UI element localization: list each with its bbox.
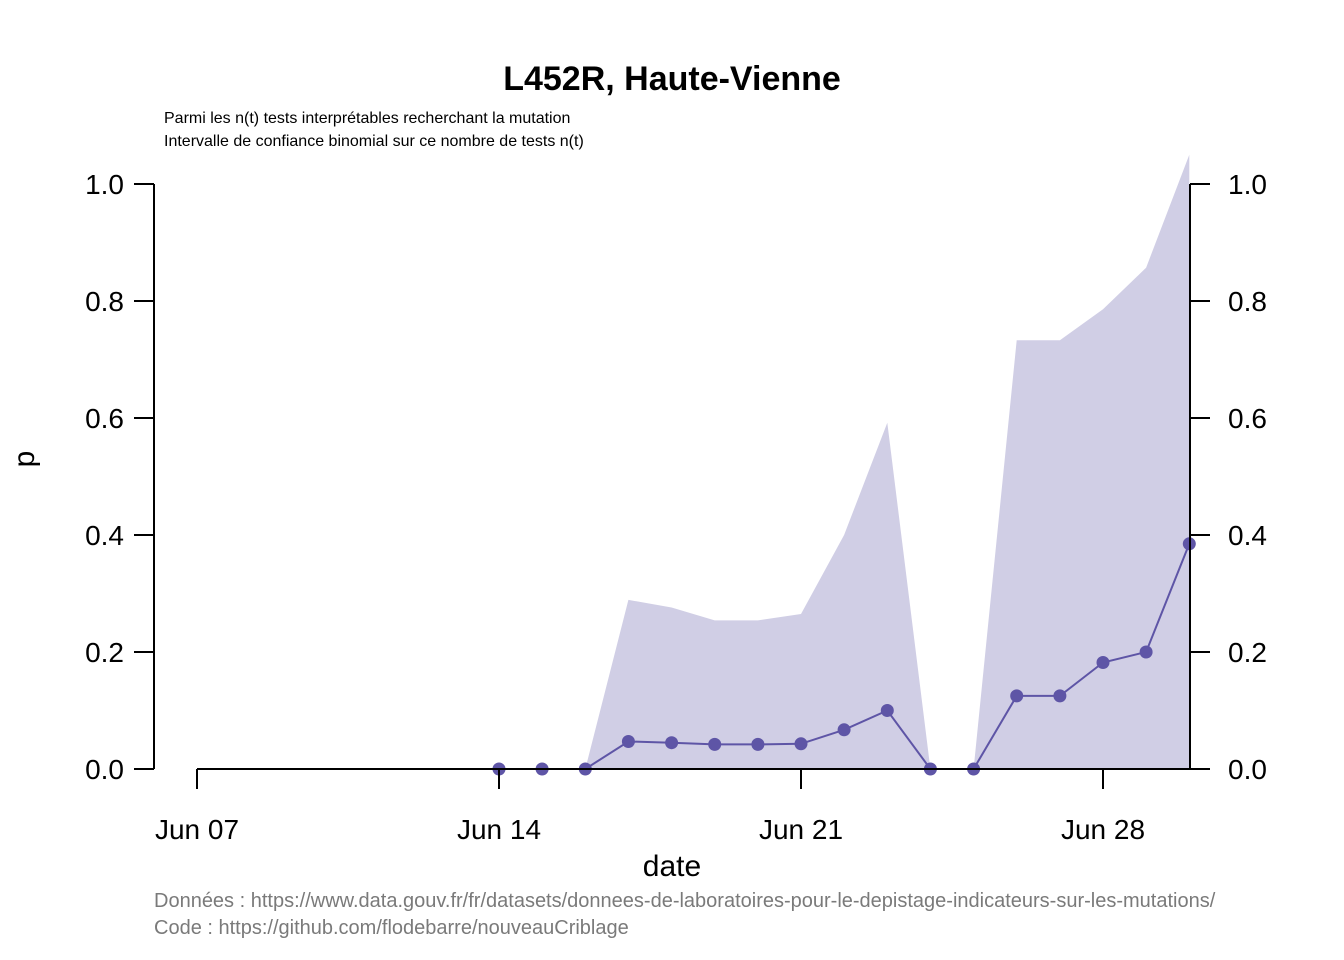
y-axis-label: p [8,451,41,468]
x-tick-label-7: Jun 07 [155,814,239,845]
data-point-day-27 [1053,689,1067,703]
data-point-day-28 [1096,656,1110,669]
ci-band-2 [973,154,1190,770]
data-point-day-23 [880,704,894,717]
data-point-day-29 [1139,645,1153,659]
y-tick-label-right-0.2: 0.2 [1228,637,1267,668]
data-point-day-19 [708,737,722,751]
ci-band-1 [585,422,931,769]
y-tick-label-left-1.0: 1.0 [85,169,124,200]
chart-subtitle-line-2: Intervalle de confiance binomial sur ce … [164,133,584,150]
y-tick-label-left-0.0: 0.0 [85,754,124,785]
data-point-day-26 [1010,689,1024,703]
x-tick-label-21: Jun 21 [759,814,843,845]
data-point-day-22 [837,723,851,737]
code-credit: Code : https://github.com/flodebarre/nou… [154,917,629,939]
data-point-day-17 [621,735,635,748]
y-tick-label-right-0.6: 0.6 [1228,403,1267,434]
y-tick-label-left-0.6: 0.6 [85,403,124,434]
chart-subtitle-line-1: Parmi les n(t) tests interprétables rech… [164,110,570,127]
x-axis-label: date [643,850,701,883]
y-tick-label-left-0.8: 0.8 [85,286,124,317]
data-point-day-18 [665,736,679,750]
y-tick-label-right-0.8: 0.8 [1228,286,1267,317]
data-point-day-21 [794,737,808,751]
x-tick-label-28: Jun 28 [1061,814,1145,845]
y-tick-label-right-0.0: 0.0 [1228,754,1267,785]
y-tick-label-right-1.0: 1.0 [1228,169,1267,200]
data-source-credit: Données : https://www.data.gouv.fr/fr/da… [154,890,1216,912]
x-tick-label-14: Jun 14 [457,814,541,845]
y-tick-label-left-0.4: 0.4 [85,520,124,551]
chart-title: L452R, Haute-Vienne [503,60,841,98]
y-tick-label-left-0.2: 0.2 [85,637,124,668]
data-point-day-20 [751,737,765,751]
plot-area: 0.0 0.0 0.2 0.2 0.4 0.4 0.6 0.6 0.8 0.8 1.0 1.0 Jun … [85,154,1267,845]
y-tick-label-right-0.4: 0.4 [1228,520,1267,551]
